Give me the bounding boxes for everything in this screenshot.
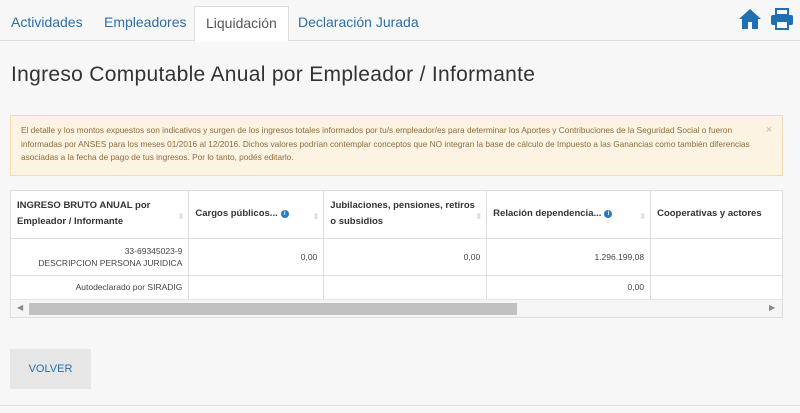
alert-text: El detalle y los montos expuestos son in… bbox=[21, 125, 750, 162]
print-icon[interactable] bbox=[770, 8, 794, 30]
table-row: 33-69345023-9 DESCRIPCION PERSONA JURIDIC… bbox=[11, 238, 782, 276]
cell bbox=[650, 275, 782, 300]
column-header-jubilaciones[interactable]: Jubilaciones, pensiones, retiros o subsi… bbox=[323, 191, 488, 239]
home-icon[interactable] bbox=[738, 8, 762, 30]
scrollbar-thumb[interactable] bbox=[29, 303, 517, 315]
cell bbox=[323, 275, 488, 300]
cell bbox=[650, 238, 782, 276]
table-header-row: INGRESO BRUTO ANUAL por Empleador / Info… bbox=[11, 191, 782, 239]
sort-icon: ⬍ bbox=[177, 212, 185, 221]
column-header-ingreso[interactable]: INGRESO BRUTO ANUAL por Empleador / Info… bbox=[11, 191, 190, 239]
cell: 0,00 bbox=[323, 238, 488, 276]
column-header-relacion-dependencia[interactable]: Relación dependencia... i ⬍ bbox=[486, 191, 652, 239]
scroll-left-icon[interactable]: ◀ bbox=[17, 303, 24, 312]
sort-icon: ⬍ bbox=[475, 212, 483, 221]
tab-liquidacion[interactable]: Liquidación bbox=[194, 6, 289, 42]
cell: 0,00 bbox=[188, 238, 325, 276]
horizontal-scrollbar[interactable]: ◀ ▶ bbox=[11, 299, 782, 317]
cell bbox=[188, 275, 325, 300]
volver-button[interactable]: VOLVER bbox=[10, 349, 91, 389]
table-row: Autodeclarado por SIRADIG 0,00 bbox=[11, 275, 782, 300]
cell: 0,00 bbox=[486, 275, 652, 300]
close-icon[interactable]: × bbox=[765, 124, 772, 136]
cell: 1.296.199,08 bbox=[486, 238, 652, 276]
divider bbox=[0, 405, 800, 406]
entity-cell: 33-69345023-9 DESCRIPCION PERSONA JURIDIC… bbox=[11, 238, 190, 276]
column-header-cargos-publicos[interactable]: Cargos públicos... i ⬍ bbox=[188, 191, 325, 239]
sort-icon: ⬍ bbox=[639, 212, 647, 221]
tab-empleadores[interactable]: Empleadores bbox=[104, 14, 187, 30]
scroll-right-icon[interactable]: ▶ bbox=[769, 303, 776, 312]
info-icon[interactable]: i bbox=[604, 209, 613, 218]
info-alert: El detalle y los montos expuestos son in… bbox=[10, 115, 783, 176]
column-header-cooperativas[interactable]: Cooperativas y actores bbox=[650, 191, 782, 239]
page-title: Ingreso Computable Anual por Empleador /… bbox=[11, 63, 536, 86]
sort-icon: ⬍ bbox=[312, 212, 320, 221]
info-icon[interactable]: i bbox=[280, 209, 289, 218]
tab-actividades[interactable]: Actividades bbox=[11, 14, 83, 30]
income-table: INGRESO BRUTO ANUAL por Empleador / Info… bbox=[10, 190, 783, 318]
tab-declaracion-jurada[interactable]: Declaración Jurada bbox=[298, 14, 419, 30]
tab-bar: Actividades Empleadores Liquidación Decl… bbox=[0, 0, 800, 42]
entity-cell: Autodeclarado por SIRADIG bbox=[11, 275, 190, 300]
